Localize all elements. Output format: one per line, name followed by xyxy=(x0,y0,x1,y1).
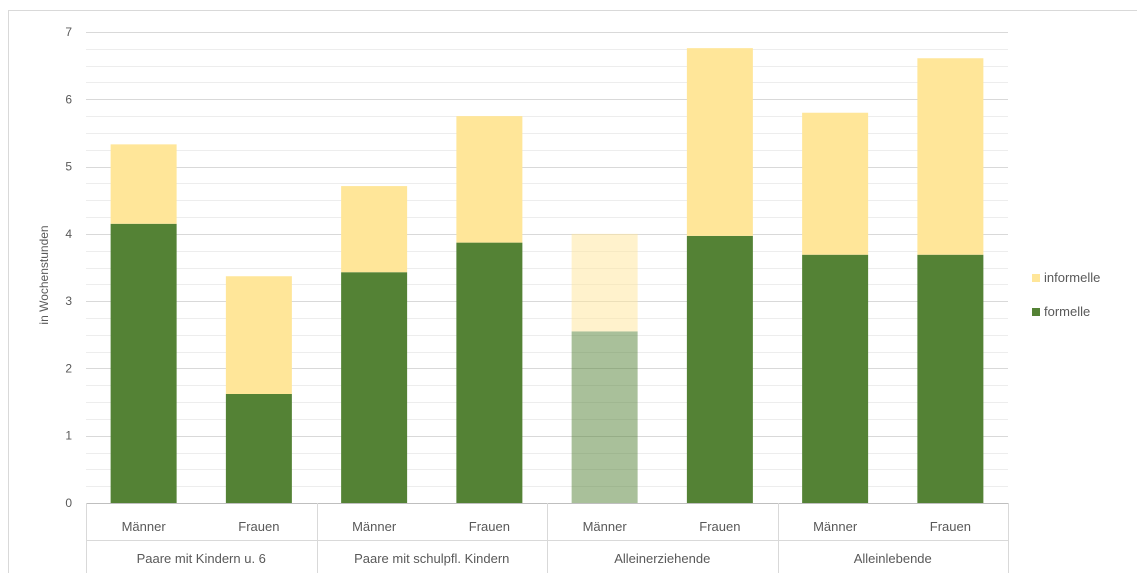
x-axis: Männer Frauen Männer Frauen Männer Frauen Männ… xyxy=(86,503,1009,573)
bar-informelle-1 xyxy=(110,144,177,224)
x-tick-label: Männer xyxy=(352,519,397,534)
legend-swatch-informelle xyxy=(1032,274,1040,282)
y-axis-title: in Wochenstunden xyxy=(37,225,51,324)
bar-informelle-2 xyxy=(225,276,292,394)
legend-label-informelle: informelle xyxy=(1044,270,1100,285)
y-tick-label: 6 xyxy=(65,92,72,106)
bar-informelle-5 xyxy=(571,233,638,332)
bar-formelle-4 xyxy=(456,242,523,503)
bar-informelle-4 xyxy=(456,116,523,243)
bar-formelle-2 xyxy=(225,393,292,503)
bar-formelle-3 xyxy=(341,272,408,503)
y-tick-label: 1 xyxy=(65,429,72,443)
bar-formelle-5 xyxy=(571,331,638,503)
y-axis-tick-labels: 0 1 2 3 4 5 6 7 xyxy=(65,25,72,510)
x-group-label: Paare mit schulpfl. Kindern xyxy=(354,551,509,566)
y-tick-label: 5 xyxy=(65,160,72,174)
bars xyxy=(110,48,984,503)
bar-informelle-7 xyxy=(802,112,869,255)
legend-swatch-formelle xyxy=(1032,308,1040,316)
y-tick-label: 2 xyxy=(65,361,72,375)
bar-formelle-8 xyxy=(917,254,984,503)
bar-formelle-7 xyxy=(802,254,869,503)
bar-formelle-1 xyxy=(110,223,177,503)
bar-informelle-8 xyxy=(917,58,984,255)
bar-formelle-6 xyxy=(686,235,753,503)
x-tick-label: Frauen xyxy=(699,519,740,534)
x-tick-label: Männer xyxy=(583,519,628,534)
x-group-label: Paare mit Kindern u. 6 xyxy=(137,551,266,566)
x-tick-label: Frauen xyxy=(469,519,510,534)
bar-informelle-3 xyxy=(341,186,408,273)
x-tick-label: Frauen xyxy=(930,519,971,534)
gridlines xyxy=(86,32,1008,487)
legend-label-formelle: formelle xyxy=(1044,304,1090,319)
y-tick-label: 3 xyxy=(65,294,72,308)
y-tick-label: 4 xyxy=(65,227,72,241)
legend: informelle formelle xyxy=(1032,270,1100,319)
y-tick-label: 0 xyxy=(65,496,72,510)
x-group-label: Alleinlebende xyxy=(854,551,932,566)
x-tick-label: Männer xyxy=(813,519,858,534)
bar-informelle-6 xyxy=(686,48,753,236)
x-group-label: Alleinerziehende xyxy=(614,551,710,566)
x-tick-label: Männer xyxy=(122,519,167,534)
y-tick-label: 7 xyxy=(65,25,72,39)
x-tick-label: Frauen xyxy=(238,519,279,534)
